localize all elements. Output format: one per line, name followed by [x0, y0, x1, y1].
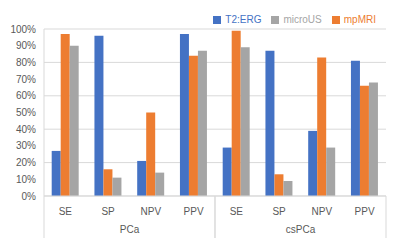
svg-text:0%: 0% [22, 191, 37, 202]
svg-text:100%: 100% [10, 24, 36, 35]
html-text:microUS: microUS [283, 14, 322, 25]
svg-text:90%: 90% [16, 40, 36, 51]
svg-text:20%: 20% [16, 157, 36, 168]
svg-text:NPV: NPV [141, 206, 162, 217]
svg-text:10%: 10% [16, 174, 36, 185]
html-text:mpMRI: mpMRI [343, 14, 376, 25]
svg-text:50%: 50% [16, 107, 36, 118]
svg-text:SP: SP [101, 206, 115, 217]
svg-text:60%: 60% [16, 90, 36, 101]
svg-text:PPV: PPV [184, 206, 204, 217]
svg-text:70%: 70% [16, 74, 36, 85]
svg-text:csPCa: csPCa [286, 224, 316, 235]
svg-text:SP: SP [272, 206, 286, 217]
svg-text:PCa: PCa [120, 224, 140, 235]
svg-text:SE: SE [230, 206, 244, 217]
svg-text:30%: 30% [16, 140, 36, 151]
svg-text:NPV: NPV [312, 206, 333, 217]
svg-text:40%: 40% [16, 124, 36, 135]
html-text:T2:ERG: T2:ERG [225, 14, 262, 25]
svg-text:SE: SE [59, 206, 73, 217]
svg-text:PPV: PPV [355, 206, 375, 217]
svg-text:80%: 80% [16, 57, 36, 68]
